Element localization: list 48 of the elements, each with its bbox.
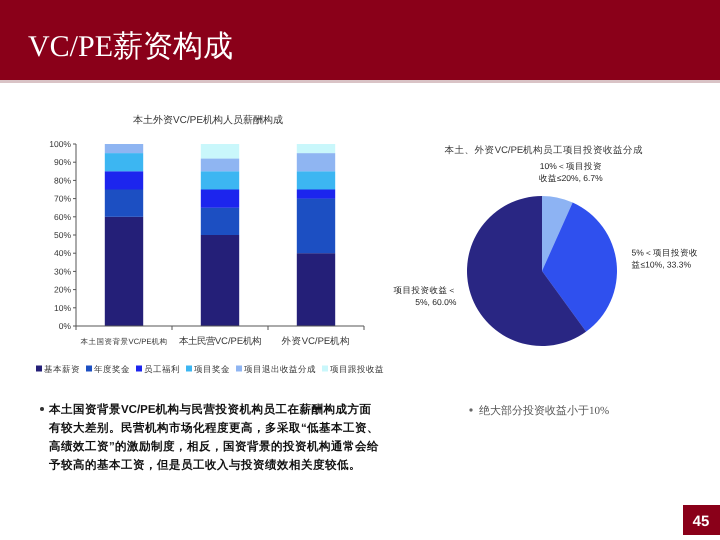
bar <box>296 198 336 254</box>
legend-label: 项目退出收益分成 <box>244 364 316 374</box>
y-tick-label: 20% <box>54 284 72 295</box>
pie-slice <box>542 196 573 271</box>
bar <box>296 144 336 154</box>
slice-label: 项目投资收益＜5%, 60.0% <box>393 284 457 307</box>
legend-label: 项目跟投收益 <box>330 364 384 374</box>
slice-label: 5%＜项目投资收益≤10%, 33.3% <box>632 248 698 270</box>
bar <box>200 158 240 172</box>
legend-label: 员工福利 <box>144 364 180 374</box>
bar <box>200 190 240 208</box>
chart-title: 本土外资VC/PE机构人员薪酬构成 <box>132 114 284 126</box>
bar <box>104 153 144 172</box>
y-tick-label: 0% <box>58 321 72 331</box>
y-tick-label: 30% <box>54 266 72 276</box>
bar <box>296 253 336 326</box>
bar <box>104 190 144 217</box>
text: 45 <box>692 513 710 530</box>
bar <box>200 171 240 190</box>
y-tick-label: 50% <box>54 230 72 240</box>
text: 本土国资背景VC/PE机构与民营投资机构员工在薪酬构成方面有较大差别。民营机构市场化程度更高，多采取“低基本工资、高绩效工资”的激励制度，相反，国资背景的投资机构通常会给予较高的基本工资，但是员工收入与投资绩效相关度较低。 <box>48 402 380 472</box>
bar <box>200 144 240 159</box>
y-tick-label: 80% <box>54 175 72 186</box>
slice-label: 10%＜项目投资收益≤20%, 6.7% <box>538 160 604 183</box>
chart-title: 本土、外资VC/PE机构员工项目投资收益分成 <box>444 144 644 156</box>
bar <box>104 171 144 190</box>
bar <box>296 153 336 172</box>
text: 绝大部分投资收益小于10% <box>479 404 610 417</box>
bar <box>296 190 336 199</box>
legend-label: 基本薪资 <box>44 364 80 374</box>
pie-slice <box>467 196 586 346</box>
y-tick-label: 40% <box>54 248 72 258</box>
text: VC/PE薪资构成 <box>28 30 234 63</box>
x-tick-label: 本土民营VC/PE机构 <box>178 336 262 347</box>
y-tick-label: 10% <box>54 302 72 313</box>
y-tick-label: 100% <box>49 139 72 149</box>
y-tick-label: 70% <box>54 194 72 204</box>
y-tick-label: 90% <box>54 157 72 168</box>
bar <box>200 208 240 235</box>
x-tick-label: 外资VC/PE机构 <box>282 335 350 347</box>
y-tick-label: 60% <box>54 212 72 222</box>
pie-slice <box>542 202 617 332</box>
legend-label: 项目奖金 <box>194 364 230 374</box>
bar <box>104 216 144 326</box>
legend-label: 年度奖金 <box>94 364 130 374</box>
bar <box>296 171 336 190</box>
bar <box>200 235 240 326</box>
bar <box>104 144 144 154</box>
